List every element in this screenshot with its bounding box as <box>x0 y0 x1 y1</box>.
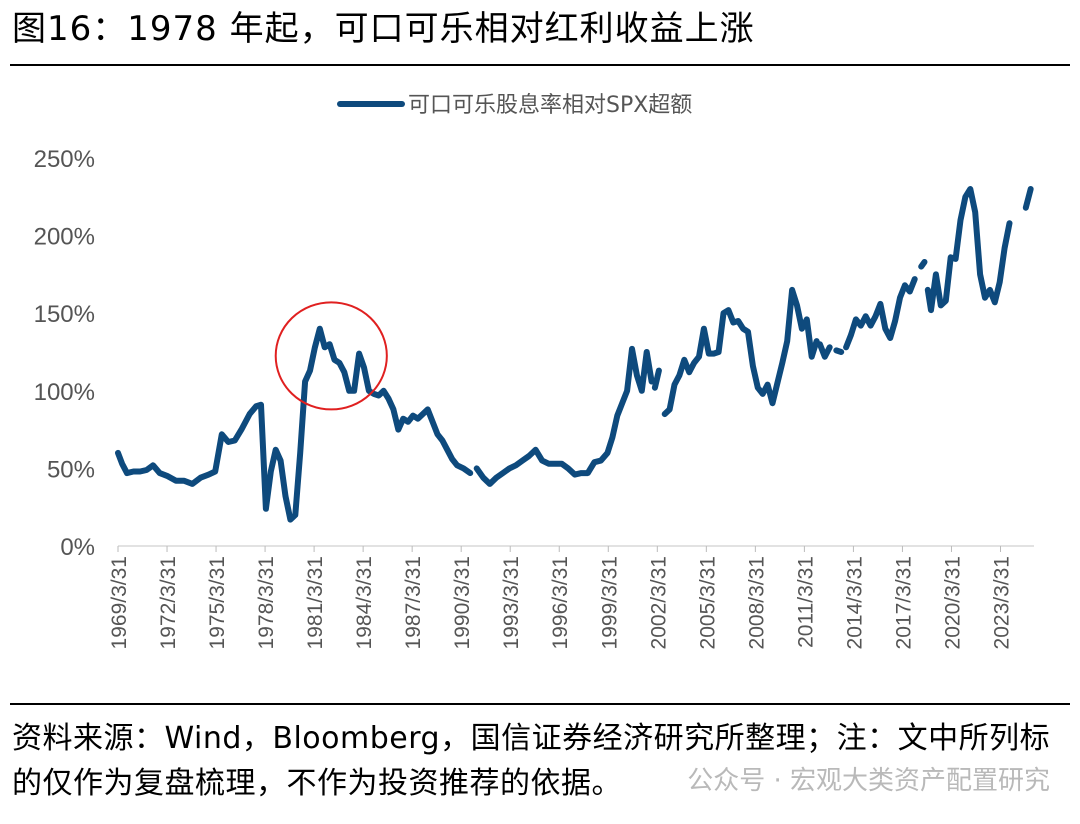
x-tick-label: 2023/3/31 <box>990 556 1013 649</box>
x-tick-label: 2020/3/31 <box>941 556 964 649</box>
x-tick-label: 1993/3/31 <box>500 556 523 649</box>
x-tick-label: 2011/3/31 <box>794 556 817 648</box>
x-tick-label: 1999/3/31 <box>598 556 621 649</box>
x-tick-label: 1975/3/31 <box>206 556 229 649</box>
x-tick-label: 1990/3/31 <box>451 556 474 649</box>
figure-title: 图16：1978 年起，可口可乐相对红利收益上涨 <box>12 9 755 49</box>
y-tick-label: 50% <box>47 456 95 483</box>
x-tick-label: 1969/3/31 <box>108 556 131 649</box>
source-note: 资料来源：Wind，Bloomberg，国信证券经济研究所整理；注：文中所列标的… <box>12 721 1051 801</box>
series-line <box>918 259 928 270</box>
y-tick-label: 100% <box>34 379 95 406</box>
x-tick-label: 2008/3/31 <box>745 556 768 649</box>
top-rule <box>10 64 1070 66</box>
x-tick-label: 1987/3/31 <box>402 556 425 649</box>
x-tick-label: 2014/3/31 <box>843 556 866 649</box>
y-tick-label: 0% <box>60 534 95 561</box>
legend-label: 可口可乐股息率相对SPX超额 <box>408 93 692 118</box>
x-tick-label: 1972/3/31 <box>157 556 180 649</box>
y-tick-label: 150% <box>34 301 95 328</box>
series-line <box>924 186 1013 314</box>
series-line <box>833 347 845 355</box>
watermark: 公众号 · 宏观大类资产配置研究 <box>687 766 1050 796</box>
highlight-ellipse <box>274 301 388 411</box>
bottom-rule <box>10 703 1070 705</box>
series-line <box>816 341 833 360</box>
x-tick-label: 2005/3/31 <box>696 556 719 649</box>
y-tick-label: 250% <box>34 146 95 173</box>
line-chart: 可口可乐股息率相对SPX超额 0% 50% 100% 150% 200% 250% 1969/… <box>34 93 1034 649</box>
x-tick-label: 2017/3/31 <box>892 556 915 649</box>
series-line <box>1022 186 1034 211</box>
series-line <box>473 345 655 487</box>
x-tick-label: 2002/3/31 <box>647 556 670 649</box>
series-line <box>651 367 662 391</box>
x-tick-label: 1996/3/31 <box>549 556 572 649</box>
x-tick-label: 1981/3/31 <box>304 556 327 649</box>
series-line <box>661 286 820 418</box>
series-line <box>843 276 918 351</box>
series-line <box>115 325 474 523</box>
x-tick-label: 1978/3/31 <box>255 556 278 649</box>
y-tick-label: 200% <box>34 224 95 251</box>
x-tick-label: 1984/3/31 <box>353 556 376 649</box>
